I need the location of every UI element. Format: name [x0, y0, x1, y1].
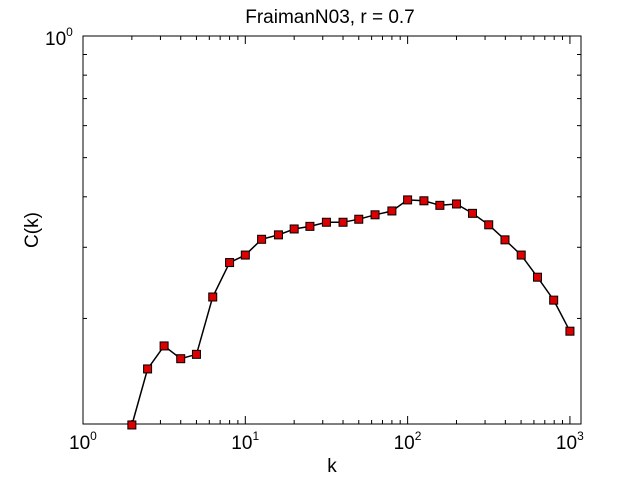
x-tick-label: 100 [69, 429, 97, 454]
series-markers [127, 195, 575, 430]
data-point [159, 341, 169, 351]
data-point [176, 354, 186, 364]
data-point [467, 208, 477, 218]
data-point [273, 230, 283, 240]
data-point [484, 220, 494, 230]
y-minor-ticks [83, 53, 581, 319]
data-point [435, 200, 445, 210]
data-point [257, 234, 267, 244]
x-tick-labels: 100 101 102 103 [69, 429, 584, 454]
data-point [403, 195, 413, 205]
data-point [500, 235, 510, 245]
data-point [240, 250, 250, 260]
x-minor-ticks [131, 36, 564, 424]
x-tick-label: 102 [394, 429, 422, 454]
data-point [321, 217, 331, 227]
series-line [131, 199, 571, 426]
data-point [143, 364, 153, 374]
plot-area [82, 35, 582, 425]
y-axis-label: C(k) [22, 212, 43, 248]
data-point [338, 217, 348, 227]
data-point [516, 250, 526, 260]
data-point [208, 292, 218, 302]
data-point [549, 295, 559, 305]
data-point [419, 196, 429, 206]
y-tick-label: 100 [45, 25, 73, 50]
data-point [532, 272, 542, 282]
data-point [191, 349, 201, 359]
data-point [451, 199, 461, 209]
data-point [225, 258, 235, 268]
x-axis-label: k [327, 456, 337, 477]
y-tick-labels: 100 [45, 25, 73, 50]
data-point [565, 326, 575, 336]
x-major-ticks [82, 36, 571, 424]
data-point [289, 224, 299, 234]
data-point [127, 420, 137, 430]
x-tick-label: 103 [556, 429, 584, 454]
x-tick-label: 101 [231, 429, 259, 454]
data-point [305, 221, 315, 231]
data-point [354, 214, 364, 224]
chart-title: FraimanN03, r = 0.7 [245, 7, 415, 28]
data-point [370, 210, 380, 220]
data-point [387, 206, 397, 216]
